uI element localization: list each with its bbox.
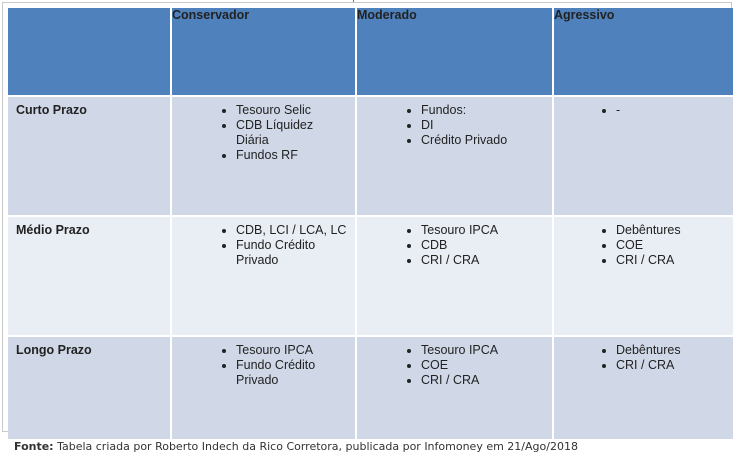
- cell-curto-moderado: Fundos: DI Crédito Privado: [357, 97, 554, 217]
- header-row: Conservador Moderado Agressivo: [8, 8, 733, 97]
- header-moderado: Moderado: [357, 8, 554, 97]
- header-corner-cell: [8, 8, 172, 97]
- list-item: CRI / CRA: [421, 253, 546, 268]
- list-item: Debêntures: [616, 343, 727, 358]
- list-item: COE: [421, 358, 546, 373]
- source-text: Tabela criada por Roberto Indech da Rico…: [53, 440, 578, 453]
- list-item: CRI / CRA: [421, 373, 546, 388]
- list-item: Fundos:: [421, 103, 546, 118]
- header-conservador: Conservador: [172, 8, 357, 97]
- list-item: Debêntures: [616, 223, 727, 238]
- list-item: Tesouro Selic: [236, 103, 349, 118]
- table-row: Curto Prazo Tesouro Selic CDB Líquidez D…: [8, 97, 733, 217]
- item-list: Tesouro IPCA COE CRI / CRA: [357, 337, 552, 388]
- cell-medio-moderado: Tesouro IPCA CDB CRI / CRA: [357, 217, 554, 337]
- list-item: CDB, LCI / LCA, LC: [236, 223, 349, 238]
- list-item: COE: [616, 238, 727, 253]
- item-list: Fundos: DI Crédito Privado: [357, 97, 552, 148]
- list-item: Tesouro IPCA: [236, 343, 349, 358]
- cell-longo-conservador: Tesouro IPCA Fundo Crédito Privado: [172, 337, 357, 439]
- item-list: Debêntures COE CRI / CRA: [554, 217, 733, 268]
- table-frame: Conservador Moderado Agressivo Curto Pra…: [2, 2, 733, 439]
- list-item: CRI / CRA: [616, 253, 727, 268]
- item-list: Debêntures CRI / CRA: [554, 337, 733, 373]
- item-list: Tesouro IPCA Fundo Crédito Privado: [172, 337, 355, 388]
- investment-table: Conservador Moderado Agressivo Curto Pra…: [8, 8, 733, 439]
- list-item: CDB Líquidez Diária: [236, 118, 349, 148]
- list-item: Tesouro IPCA: [421, 343, 546, 358]
- list-item: Fundo Crédito Privado: [236, 358, 349, 388]
- cell-longo-moderado: Tesouro IPCA COE CRI / CRA: [357, 337, 554, 439]
- list-item: Crédito Privado: [421, 133, 546, 148]
- row-label-longo-prazo: Longo Prazo: [8, 337, 172, 439]
- item-list: Tesouro Selic CDB Líquidez Diária Fundos…: [172, 97, 355, 163]
- source-caption: Fonte: Tabela criada por Roberto Indech …: [14, 440, 578, 453]
- list-item: Tesouro IPCA: [421, 223, 546, 238]
- row-label-medio-prazo: Médio Prazo: [8, 217, 172, 337]
- cell-longo-agressivo: Debêntures CRI / CRA: [554, 337, 733, 439]
- list-item: CRI / CRA: [616, 358, 727, 373]
- item-list: CDB, LCI / LCA, LC Fundo Crédito Privado: [172, 217, 355, 268]
- list-item: DI: [421, 118, 546, 133]
- header-agressivo: Agressivo: [554, 8, 733, 97]
- list-item: -: [616, 103, 727, 118]
- list-item: Fundo Crédito Privado: [236, 238, 349, 268]
- cell-medio-agressivo: Debêntures COE CRI / CRA: [554, 217, 733, 337]
- list-item: Fundos RF: [236, 148, 349, 163]
- table-row: Longo Prazo Tesouro IPCA Fundo Crédito P…: [8, 337, 733, 439]
- cell-medio-conservador: CDB, LCI / LCA, LC Fundo Crédito Privado: [172, 217, 357, 337]
- cell-curto-agressivo: -: [554, 97, 733, 217]
- list-item: CDB: [421, 238, 546, 253]
- source-label: Fonte:: [14, 440, 54, 453]
- item-list: -: [554, 97, 733, 118]
- item-list: Tesouro IPCA CDB CRI / CRA: [357, 217, 552, 268]
- row-label-curto-prazo: Curto Prazo: [8, 97, 172, 217]
- table-row: Médio Prazo CDB, LCI / LCA, LC Fundo Cré…: [8, 217, 733, 337]
- cell-curto-conservador: Tesouro Selic CDB Líquidez Diária Fundos…: [172, 97, 357, 217]
